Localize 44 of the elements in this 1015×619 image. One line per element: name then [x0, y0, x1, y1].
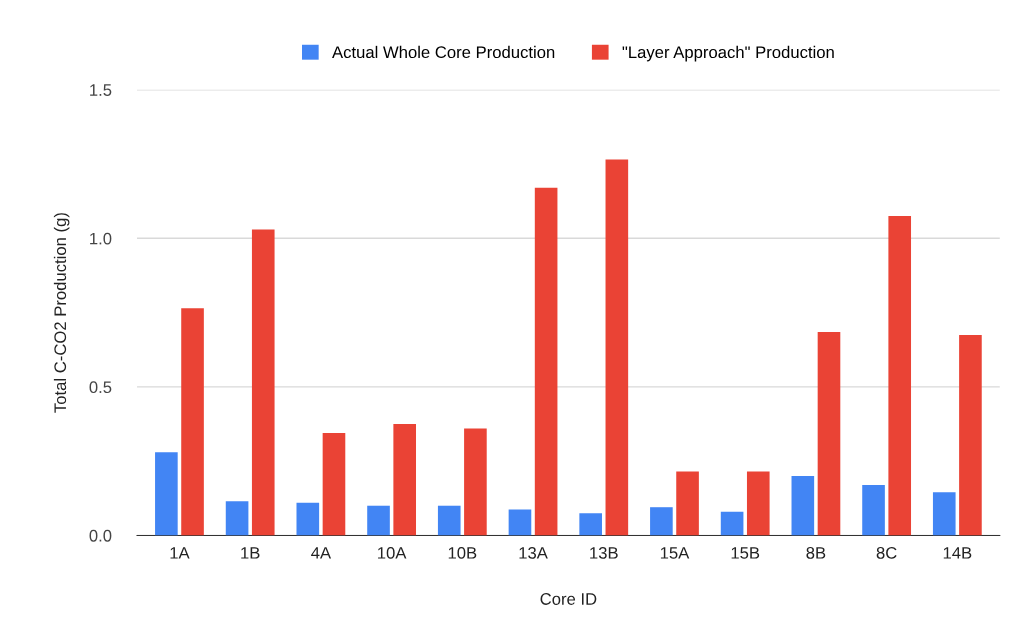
bar — [817, 331, 841, 536]
bar — [605, 159, 629, 536]
bar — [791, 476, 815, 536]
bar — [393, 424, 416, 536]
bar — [932, 492, 956, 536]
x-tick-label: 14B — [943, 547, 972, 559]
x-tick-label: 1B — [241, 547, 260, 559]
bar — [888, 216, 912, 536]
bar — [251, 229, 275, 536]
bar — [650, 507, 673, 536]
bar — [579, 513, 602, 536]
x-tick-label: 15B — [731, 547, 760, 559]
y-tick-label: 1.5 — [90, 84, 112, 96]
bar — [225, 501, 249, 536]
x-tick-label: 1A — [170, 547, 190, 559]
bar — [746, 471, 770, 536]
bar — [959, 334, 982, 536]
y-tick-label: 1.0 — [90, 232, 112, 245]
y-tick-label: 0.5 — [89, 381, 112, 394]
y-tick-label: 0.0 — [89, 529, 112, 542]
bar — [322, 432, 346, 536]
y-axis-title: Total C-CO2 Production (g) — [53, 213, 70, 413]
bar — [437, 505, 461, 536]
bar — [862, 484, 885, 536]
x-tick-label: 13A — [519, 546, 548, 559]
bar — [155, 452, 178, 536]
bar — [720, 511, 744, 536]
bar — [181, 308, 204, 536]
x-tick-label: 10A — [378, 546, 407, 559]
x-tick-label: 8C — [876, 546, 897, 559]
x-tick-label: 4A — [311, 547, 332, 559]
x-tick-label: 13B — [590, 546, 618, 559]
bar — [367, 505, 390, 536]
x-tick-label: 8B — [806, 546, 826, 559]
bar — [464, 428, 487, 536]
bar — [296, 502, 320, 536]
x-tick-label: 15A — [660, 547, 690, 559]
bar — [508, 509, 532, 536]
legend-label: Actual Whole Core Production — [332, 45, 555, 59]
bar — [534, 187, 558, 536]
legend-label: "Layer Approach" Production — [622, 45, 834, 62]
x-axis-title: Core ID — [540, 593, 597, 605]
bar — [676, 471, 699, 536]
x-tick-label: 10B — [448, 546, 477, 559]
